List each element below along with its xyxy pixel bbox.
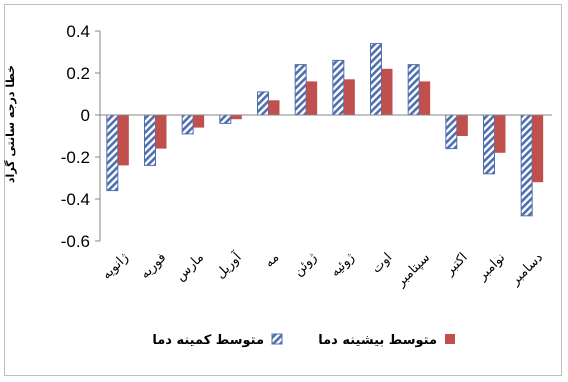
bar-min-temp-4 — [219, 114, 232, 124]
x-category-label: ژوئن — [291, 250, 320, 279]
x-category-label: آوریل — [212, 248, 246, 282]
bar-min-temp-12 — [520, 114, 533, 217]
x-category-label: فوریه — [138, 250, 170, 282]
bar-max-temp-6 — [306, 81, 318, 115]
bar-min-temp-1 — [106, 114, 119, 192]
y-tick-label: -0.4 — [61, 190, 90, 209]
y-tick-label: 0.4 — [66, 22, 90, 41]
x-category-label: مارس — [173, 250, 207, 284]
bar-max-temp-5 — [268, 100, 280, 115]
bar-max-temp-11 — [494, 115, 506, 153]
bar-max-temp-12 — [532, 115, 544, 183]
bar-min-temp-2 — [144, 114, 156, 166]
bar-min-temp-10 — [445, 114, 458, 150]
bar-max-temp-9 — [419, 81, 431, 115]
bar-max-temp-8 — [381, 68, 393, 115]
bar-max-temp-7 — [343, 79, 355, 115]
chart-frame — [4, 4, 562, 376]
legend-label-max: متوسط بیشینه دما — [318, 333, 437, 348]
bar-min-temp-9 — [407, 64, 420, 116]
x-category-label: ژوئیه — [328, 250, 358, 280]
y-axis-label: خطا درجه سانتی گراد — [4, 65, 17, 183]
x-category-label: اوت — [369, 250, 395, 276]
bar-min-temp-6 — [294, 64, 307, 116]
bars — [106, 43, 544, 217]
bar-max-temp-3 — [193, 115, 205, 128]
bar-min-temp-5 — [257, 91, 269, 116]
x-category-label: مه — [262, 250, 282, 270]
bar-max-temp-1 — [117, 115, 129, 166]
x-category-label: دسامبر — [507, 250, 546, 289]
y-tick-label: 0 — [81, 106, 90, 125]
y-tick-label: -0.6 — [61, 232, 90, 251]
legend: متوسط کمینه دما متوسط بیشینه دما — [152, 333, 455, 348]
bar-min-temp-7 — [332, 59, 345, 116]
x-category-label: سپتامبر — [393, 250, 433, 290]
bar-min-temp-11 — [483, 114, 495, 175]
bar-max-temp-2 — [155, 115, 167, 149]
legend-swatch-max — [445, 334, 455, 344]
legend-label-min: متوسط کمینه دما — [152, 333, 264, 348]
bar-max-temp-10 — [456, 115, 468, 136]
x-category-label: اکتبر — [442, 250, 471, 279]
x-category-label: نوامبر — [474, 250, 508, 284]
x-category-label: ژانویه — [99, 250, 131, 282]
bar-max-temp-4 — [230, 115, 242, 120]
bar-min-temp-3 — [181, 114, 194, 135]
y-tick-label: -0.2 — [61, 148, 90, 167]
y-tick-label: 0.2 — [66, 64, 90, 83]
legend-swatch-min — [271, 333, 283, 345]
y-axis: 0.4 0.2 0 -0.2 -0.4 -0.6 — [61, 22, 101, 251]
bar-min-temp-8 — [370, 43, 382, 116]
